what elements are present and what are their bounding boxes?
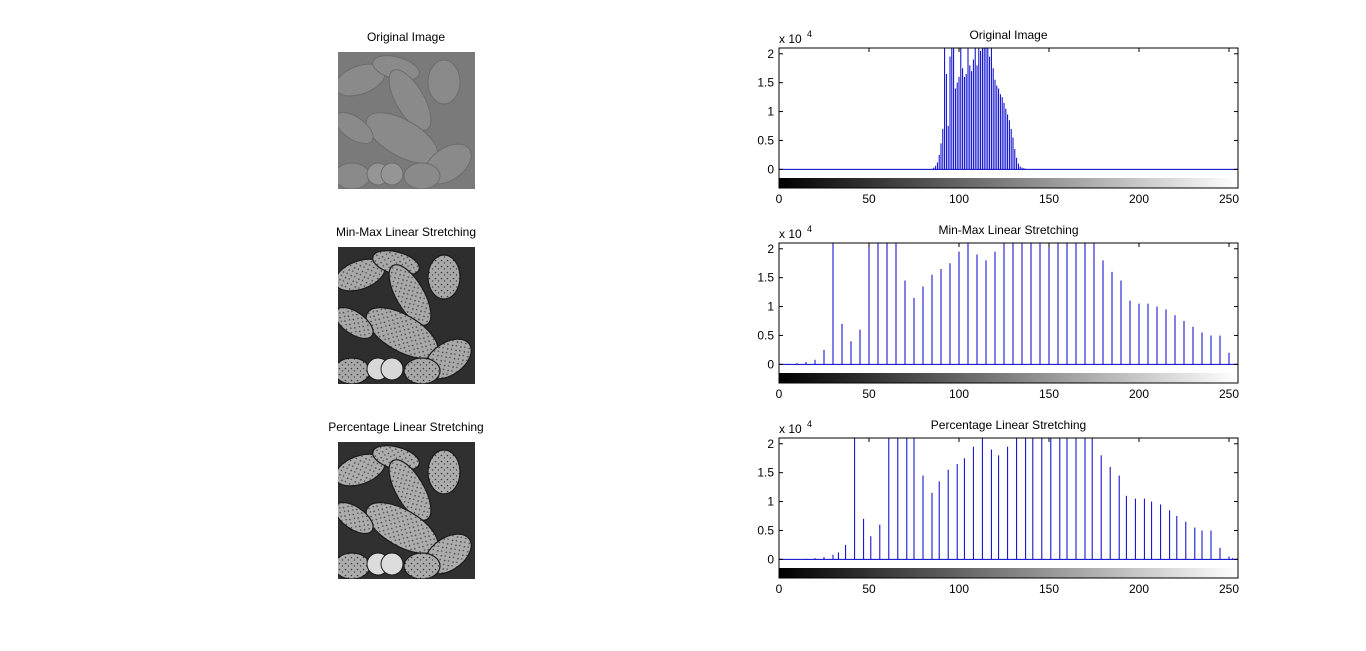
histogram-chart-1: Original Image x 10 4 0 0.5 1 1.5 2 0 50 100 150 200…	[757, 28, 1239, 206]
x-tick-label: 250	[1219, 582, 1239, 596]
axes-box	[778, 47, 1239, 189]
x-tick-label: 100	[949, 192, 969, 206]
x-tick-label: 50	[862, 582, 876, 596]
y-tick-label: 1.5	[757, 76, 774, 90]
y-exponent-label: x 10	[779, 32, 802, 46]
x-tick-label: 250	[1219, 192, 1239, 206]
x-tick-label: 0	[776, 192, 783, 206]
y-tick-label: 1.5	[757, 271, 774, 285]
x-tick-label: 100	[949, 582, 969, 596]
y-tick-label: 2	[767, 437, 774, 451]
y-exponent-power: 4	[807, 419, 812, 429]
x-tick-label: 200	[1129, 387, 1149, 401]
chart-title: Min-Max Linear Stretching	[938, 223, 1078, 237]
x-tick-label: 50	[862, 387, 876, 401]
minmax-stretched-image	[338, 247, 475, 384]
x-tick-label: 200	[1129, 192, 1149, 206]
y-tick-label: 1	[767, 105, 774, 119]
y-tick-label: 0	[767, 357, 774, 371]
image-title-minmax: Min-Max Linear Stretching	[335, 225, 477, 239]
x-tick-label: 150	[1039, 582, 1059, 596]
x-tick-label: 150	[1039, 387, 1059, 401]
y-tick-label: 1	[767, 300, 774, 314]
x-tick-label: 100	[949, 387, 969, 401]
y-tick-label: 0.5	[757, 523, 774, 537]
y-tick-label: 1	[767, 495, 774, 509]
histogram-chart-3: Percentage Linear Stretching x 10 4 0 0.5 1 1.…	[757, 418, 1239, 596]
intensity-colorbar	[779, 373, 1238, 383]
x-tick-label: 50	[862, 192, 876, 206]
y-tick-label: 1.5	[757, 466, 774, 480]
y-tick-label: 2	[767, 47, 774, 61]
y-tick-label: 0.5	[757, 133, 774, 147]
x-tick-label: 150	[1039, 192, 1059, 206]
y-exponent-label: x 10	[779, 227, 802, 241]
y-tick-label: 0	[767, 552, 774, 566]
image-title-original: Original Image	[366, 30, 446, 44]
axes-box	[778, 437, 1239, 579]
original-image	[338, 52, 475, 189]
x-tick-label: 0	[776, 582, 783, 596]
chart-title: Original Image	[969, 28, 1047, 42]
y-exponent-power: 4	[807, 29, 812, 39]
y-tick-label: 2	[767, 242, 774, 256]
y-tick-label: 0	[767, 162, 774, 176]
percentage-stretched-image	[338, 442, 475, 579]
y-exponent-label: x 10	[779, 422, 802, 436]
x-tick-label: 0	[776, 387, 783, 401]
intensity-colorbar	[779, 568, 1238, 578]
y-tick-label: 0.5	[757, 328, 774, 342]
chart-title: Percentage Linear Stretching	[931, 418, 1086, 432]
x-tick-label: 200	[1129, 582, 1149, 596]
y-exponent-power: 4	[807, 224, 812, 234]
axes-box	[778, 242, 1239, 384]
image-title-percentage: Percentage Linear Stretching	[328, 420, 484, 434]
intensity-colorbar	[779, 178, 1238, 188]
x-tick-label: 250	[1219, 387, 1239, 401]
